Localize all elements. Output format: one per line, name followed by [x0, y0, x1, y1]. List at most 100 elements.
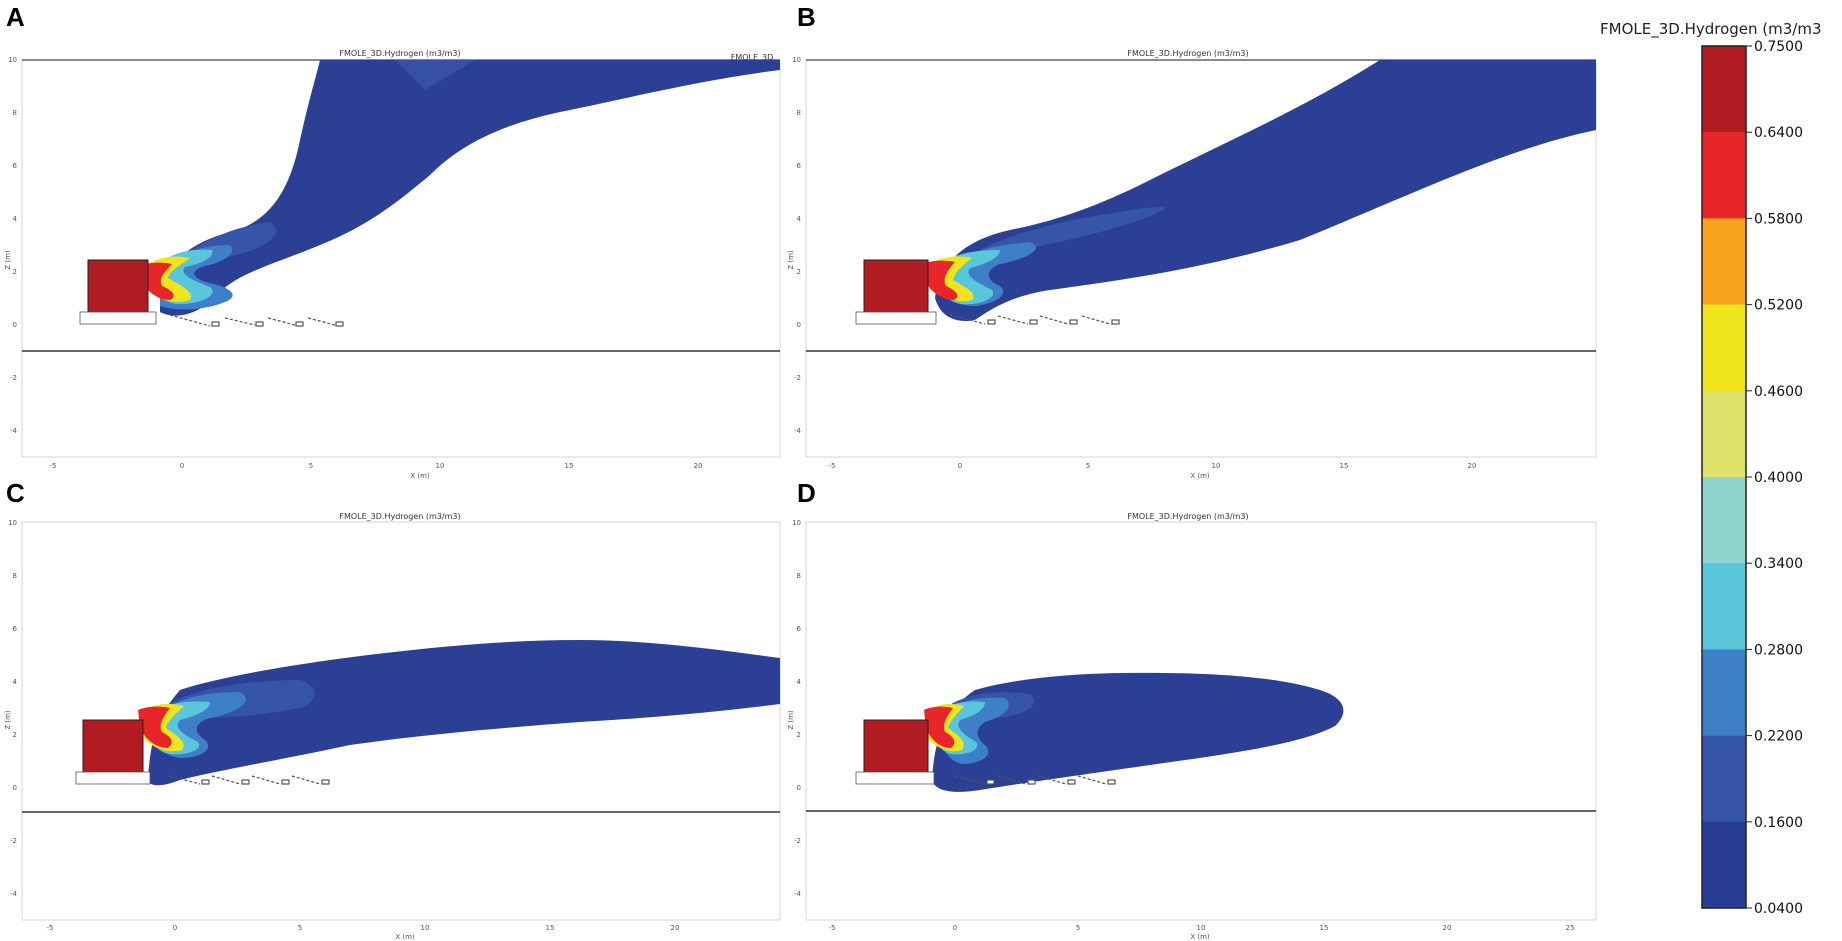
xtick-a-4: 15 — [565, 462, 574, 470]
xtick-b-3: 10 — [1212, 462, 1221, 470]
panel-letter-b: B — [797, 2, 816, 32]
plume-band-064-b — [922, 260, 958, 300]
ylabel-a: Z (m) — [4, 250, 12, 270]
colorbar-tick-label: 0.7500 — [1754, 39, 1803, 55]
source-block-c — [82, 719, 144, 773]
base-block-c — [75, 771, 151, 785]
xtick-d-0: -5 — [829, 924, 836, 932]
xtick-a-0: -5 — [50, 462, 57, 470]
ytick-a-3: 4 — [13, 215, 18, 223]
colorbar: FMOLE_3D.Hydrogen (m3/m3 0.7500 0.6400 0.5… — [1600, 20, 1822, 917]
xtick-b-0: -5 — [829, 462, 836, 470]
plume-outer-b — [935, 60, 1596, 322]
ylabel-b: Z (m) — [787, 250, 795, 270]
plume-band-064-c — [138, 706, 172, 748]
colorbar-swatch — [1702, 304, 1746, 392]
xtick-d-4: 15 — [1320, 924, 1329, 932]
ytick-d-0: 10 — [792, 519, 801, 527]
xtick-d-2: 5 — [1076, 924, 1080, 932]
xtick-d-6: 25 — [1566, 924, 1575, 932]
colorbar-title: FMOLE_3D.Hydrogen (m3/m3 — [1600, 20, 1822, 39]
panel-title-d: FMOLE_3D.Hydrogen (m3/m3) — [1127, 512, 1248, 521]
panel-a: A FMOLE_3D.Hydrogen (m3/m3) FMOLE_3D 10 … — [4, 2, 781, 480]
xtick-b-5: 20 — [1468, 462, 1477, 470]
colorbar-swatch — [1702, 218, 1746, 306]
ytick-a-2: 6 — [13, 162, 18, 170]
colorbar-swatch — [1702, 563, 1746, 650]
panel-title-b: FMOLE_3D.Hydrogen (m3/m3) — [1127, 49, 1248, 58]
source-block-d — [863, 719, 929, 773]
xtick-c-2: 5 — [298, 924, 302, 932]
ytick-b-1: 8 — [797, 109, 801, 117]
sensor-row-d — [954, 775, 1116, 785]
colorbar-tick-label: 0.6400 — [1754, 125, 1803, 141]
colorbar-swatch — [1702, 46, 1746, 133]
xtick-b-2: 5 — [1086, 462, 1090, 470]
xtick-c-5: 20 — [671, 924, 680, 932]
ytick-c-5: 0 — [13, 784, 17, 792]
xlabel-d: X (m) — [1190, 933, 1210, 941]
ytick-c-4: 2 — [13, 731, 17, 739]
plume-outer-d — [932, 672, 1344, 792]
colorbar-swatch — [1702, 821, 1746, 909]
ytick-b-0: 10 — [792, 56, 801, 64]
ytick-b-5: 0 — [797, 321, 801, 329]
colorbar-swatch — [1702, 735, 1746, 823]
ytick-b-7: -4 — [794, 427, 802, 435]
sensor-row-a — [169, 314, 344, 327]
ytick-a-0: 10 — [8, 56, 17, 64]
ytick-c-0: 10 — [8, 519, 17, 527]
base-block-d — [855, 771, 935, 785]
panel-b: B FMOLE_3D.Hydrogen (m3/m3) 10 8 6 4 2 0… — [787, 2, 1597, 480]
colorbar-tick-label: 0.0400 — [1754, 901, 1803, 917]
panel-letter-c: C — [6, 478, 25, 508]
ytick-c-2: 6 — [13, 625, 18, 633]
panel-title-extra-a: FMOLE_3D — [731, 53, 774, 62]
ytick-a-4: 2 — [13, 268, 17, 276]
ytick-a-5: 0 — [13, 321, 17, 329]
xtick-b-1: 0 — [958, 462, 962, 470]
colorbar-tick-label: 0.5200 — [1754, 298, 1803, 314]
plume-band-064-d — [924, 706, 955, 748]
plume-patch-a — [395, 60, 475, 90]
colorbar-tick-label: 0.5800 — [1754, 211, 1803, 227]
ytick-c-7: -4 — [10, 890, 18, 898]
panel-letter-d: D — [797, 478, 816, 508]
colorbar-tick-label: 0.4600 — [1754, 384, 1803, 400]
colorbar-swatch — [1702, 477, 1746, 564]
ytick-a-6: -2 — [10, 374, 17, 382]
ylabel-d: Z (m) — [787, 710, 795, 730]
plume-band-022-b — [960, 207, 1165, 270]
plume-outer-a — [160, 60, 780, 316]
colorbar-tick-label: 0.4000 — [1754, 470, 1803, 486]
xtick-a-5: 20 — [694, 462, 703, 470]
ytick-d-1: 8 — [797, 572, 801, 580]
ytick-b-2: 6 — [797, 162, 802, 170]
sensor-row-b — [949, 314, 1120, 325]
sensor-row-c — [169, 775, 330, 785]
colorbar-tick-label: 0.2200 — [1754, 729, 1803, 745]
source-block-b — [863, 259, 929, 313]
ytick-d-3: 4 — [797, 678, 802, 686]
xlabel-a: X (m) — [410, 472, 430, 480]
colorbar-tick-label: 0.2800 — [1754, 642, 1803, 658]
xlabel-c: X (m) — [395, 933, 415, 941]
base-block-b — [855, 311, 937, 325]
colorbar-swatch — [1702, 132, 1746, 219]
ytick-b-4: 2 — [797, 268, 801, 276]
base-block-a — [79, 311, 157, 325]
ytick-a-1: 8 — [13, 109, 17, 117]
panel-c: C FMOLE_3D.Hydrogen (m3/m3) 10 8 6 4 2 0… — [4, 478, 781, 941]
ytick-d-4: 2 — [797, 731, 801, 739]
xtick-a-2: 5 — [309, 462, 313, 470]
xtick-a-1: 0 — [180, 462, 184, 470]
colorbar-tick-label: 0.1600 — [1754, 815, 1803, 831]
ytick-a-7: -4 — [10, 427, 18, 435]
xtick-d-1: 0 — [953, 924, 957, 932]
xtick-c-4: 15 — [546, 924, 555, 932]
xtick-c-1: 0 — [173, 924, 177, 932]
ytick-d-6: -2 — [794, 837, 801, 845]
colorbar-swatches — [1702, 46, 1746, 909]
ytick-d-7: -4 — [794, 890, 802, 898]
